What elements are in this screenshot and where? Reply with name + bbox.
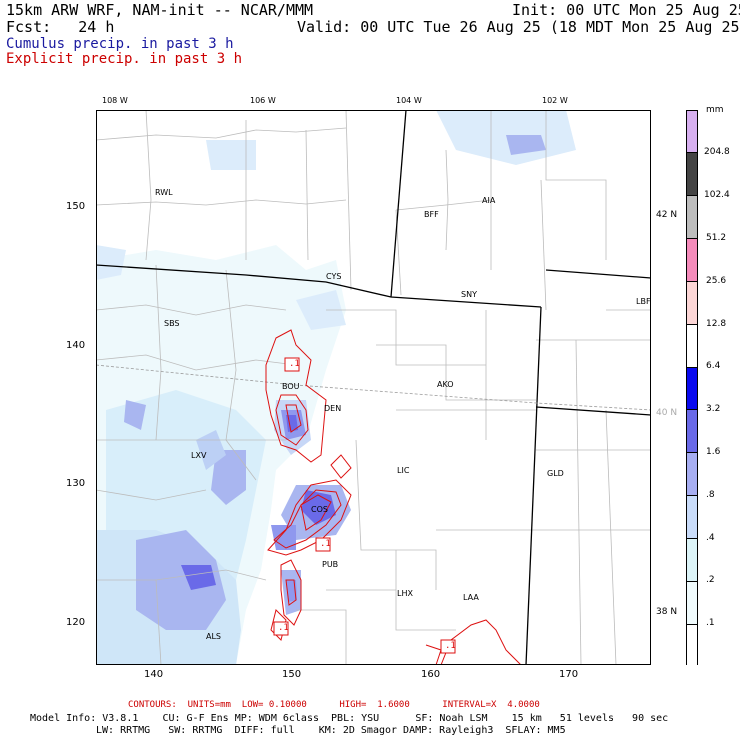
colorbar-unit: mm: [706, 105, 724, 115]
station-den: DEN: [324, 404, 342, 413]
y-tick-140: 140: [66, 340, 86, 351]
colorbar-cell-7: [687, 368, 697, 410]
station-gld: GLD: [547, 469, 564, 478]
x-tick-170: 170: [559, 669, 579, 680]
state-boundaries: [96, 110, 651, 665]
colorbar-cell-9: [687, 453, 697, 496]
y-tick-150: 150: [66, 201, 86, 212]
x-tick-150: 150: [282, 669, 302, 680]
station-lhx: LHX: [397, 589, 413, 598]
lon-label-102w: 102 W: [542, 96, 568, 105]
cumulus-legend: Cumulus precip. in past 3 h: [6, 36, 234, 52]
contour-label-2: .1: [320, 539, 331, 549]
colorbar-label-12.8: 12.8: [706, 319, 727, 329]
lat-40n-line: [96, 364, 651, 411]
valid-time: Valid: 00 UTC Tue 26 Aug 25 (18 MDT Mon …: [297, 18, 740, 36]
precip-map: [96, 110, 651, 665]
station-lbf: LBF: [636, 297, 651, 306]
y-tick-130: 130: [66, 478, 86, 489]
colorbar-cell-11: [687, 539, 697, 582]
explicit-precip-contours: [265, 329, 522, 665]
colorbar-label-25.6: 25.6: [706, 276, 727, 286]
cumulus-precip-shading: [96, 110, 576, 665]
station-bff: BFF: [424, 210, 439, 219]
station-lic: LIC: [397, 466, 410, 475]
colorbar-cell-2: [687, 153, 697, 196]
colorbar-label-3.2: 3.2: [706, 404, 721, 414]
colorbar-cell-5: [687, 282, 697, 325]
station-lxv: LXV: [191, 451, 207, 460]
colorbar-cell-3: [687, 196, 697, 239]
colorbar-label-51.2: 51.2: [706, 233, 727, 243]
colorbar-label-1.6: 1.6: [706, 447, 721, 457]
contour-info: CONTOURS: UNITS=mm LOW= 0.10000 HIGH= 1.…: [128, 700, 540, 710]
x-tick-160: 160: [421, 669, 441, 680]
station-sbs: SBS: [164, 319, 180, 328]
lon-label-108w: 108 W: [102, 96, 128, 105]
lat-label-38n: 38 N: [656, 607, 678, 617]
lat-label-42n: 42 N: [656, 210, 678, 220]
station-ako: AKO: [437, 380, 454, 389]
explicit-legend: Explicit precip. in past 3 h: [6, 51, 243, 67]
colorbar-cell-6: [687, 325, 697, 368]
station-aia: AIA: [482, 196, 496, 205]
contour-label-4: .1: [445, 641, 456, 651]
colorbar-label-0.4: .4: [706, 533, 715, 543]
contour-label-1: .1: [289, 359, 300, 369]
station-pub: PUB: [322, 560, 339, 569]
model-title: 15km ARW WRF, NAM-init -- NCAR/MMM: [6, 1, 314, 19]
county-lines: [96, 110, 651, 665]
contour-label-3: .1: [278, 623, 289, 633]
colorbar: [686, 110, 698, 667]
lon-label-106w: 106 W: [250, 96, 276, 105]
colorbar-cell-13: [687, 625, 697, 667]
station-cos: COS: [311, 505, 328, 514]
station-bou: BOU: [282, 382, 300, 391]
colorbar-label-102.4: 102.4: [704, 190, 730, 200]
colorbar-label-0.8: .8: [706, 490, 715, 500]
x-tick-140: 140: [144, 669, 164, 680]
init-time: Init: 00 UTC Mon 25 Aug 25: [512, 1, 740, 19]
colorbar-cell-12: [687, 582, 697, 625]
colorbar-cell-1: [687, 111, 697, 153]
y-tick-120: 120: [66, 617, 86, 628]
station-cys: CYS: [326, 272, 342, 281]
forecast-hour: Fcst: 24 h: [6, 18, 115, 36]
colorbar-label-0.1: .1: [706, 618, 715, 628]
colorbar-cell-10: [687, 496, 697, 539]
station-als: ALS: [206, 632, 222, 641]
colorbar-label-0.2: .2: [706, 575, 715, 585]
model-info-line-1: Model Info: V3.8.1 CU: G-F Ens MP: WDM 6…: [30, 713, 669, 724]
model-info-line-2: LW: RRTMG SW: RRTMG DIFF: full KM: 2D Sm…: [96, 725, 566, 736]
contour-label-boxes: [273, 357, 456, 654]
map-frame: [96, 110, 651, 665]
colorbar-label-204.8: 204.8: [704, 147, 730, 157]
colorbar-label-6.4: 6.4: [706, 361, 721, 371]
lat-label-40n: 40 N: [656, 408, 678, 418]
station-sny: SNY: [461, 290, 477, 299]
lon-label-104w: 104 W: [396, 96, 422, 105]
colorbar-cell-4: [687, 239, 697, 282]
colorbar-cell-8: [687, 410, 697, 453]
station-laa: LAA: [463, 593, 479, 602]
station-rwl: RWL: [155, 188, 173, 197]
